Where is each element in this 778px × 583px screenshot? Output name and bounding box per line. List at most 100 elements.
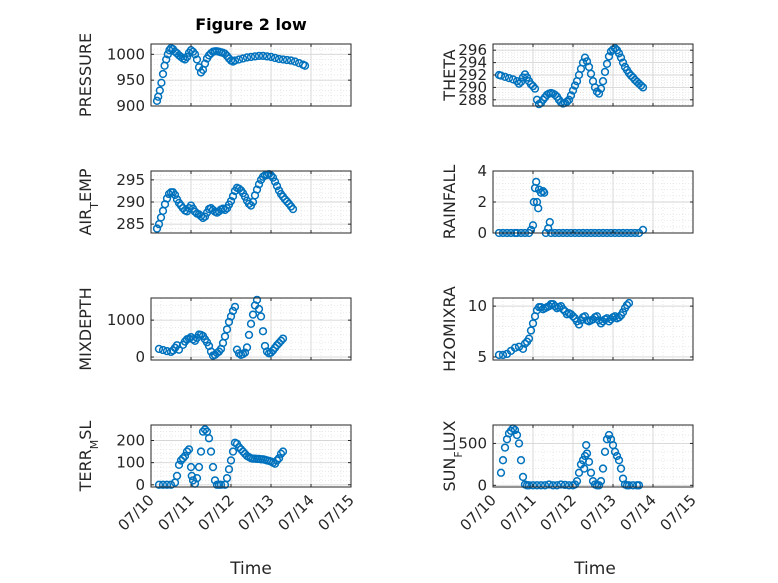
data-point <box>250 52 260 61</box>
data-point <box>272 181 282 191</box>
data-point <box>604 52 614 61</box>
data-point <box>290 57 300 66</box>
y-tick-label: 292 <box>458 66 487 84</box>
data-point <box>562 97 572 106</box>
data-point <box>226 196 236 206</box>
data-point <box>262 52 272 61</box>
data-point <box>498 456 508 465</box>
y-tick-label: 0 <box>135 348 145 366</box>
data-point <box>252 185 262 194</box>
y-tick-label: 285 <box>116 215 145 233</box>
data-point <box>529 197 538 207</box>
data-point <box>276 336 286 345</box>
data-point <box>524 481 534 490</box>
data-point <box>498 350 508 360</box>
data-point <box>204 434 214 443</box>
y-tick-label: 500 <box>458 434 487 452</box>
data-point <box>230 56 240 65</box>
y-tick-label: 1000 <box>107 311 145 329</box>
data-point <box>568 86 578 95</box>
figure-title: Figure 2 low <box>195 15 307 34</box>
data-point <box>174 345 184 354</box>
y-tick-label: 2 <box>477 193 487 211</box>
data-point <box>228 447 238 456</box>
data-point <box>158 345 168 355</box>
data-point <box>594 89 604 98</box>
data-point <box>596 84 606 93</box>
data-point <box>584 457 594 467</box>
y-tick-label: 0 <box>477 476 487 494</box>
data-point <box>154 480 164 489</box>
data-point <box>618 308 628 317</box>
data-point <box>157 78 166 87</box>
data-point <box>496 71 506 80</box>
data-point <box>540 481 550 490</box>
y-tick-label: 4 <box>477 162 487 180</box>
data-point <box>182 447 192 456</box>
data-point <box>500 443 510 452</box>
data-point <box>200 212 210 221</box>
data-point <box>258 51 268 61</box>
data-point <box>182 52 192 62</box>
series-mixdepth <box>154 295 288 360</box>
y-tick-label: 900 <box>116 97 145 115</box>
data-point <box>544 301 554 311</box>
data-point <box>155 86 164 95</box>
data-point <box>582 449 592 458</box>
series-pressure <box>152 43 310 105</box>
data-point <box>276 449 286 458</box>
y-tick-label: 10 <box>468 297 487 315</box>
data-point <box>266 52 276 62</box>
data-point <box>240 348 250 357</box>
data-point <box>526 326 536 335</box>
y-axis-label-sun-flux: SUNFLUX <box>440 420 465 491</box>
data-point <box>592 312 602 321</box>
data-point <box>186 462 196 472</box>
data-point <box>580 312 590 321</box>
data-point <box>226 456 236 465</box>
data-point <box>622 300 632 310</box>
y-tick-label: 1000 <box>107 45 145 63</box>
y-tick-label: 290 <box>116 193 145 211</box>
data-point <box>246 319 256 328</box>
data-point <box>190 50 200 59</box>
data-point <box>165 46 174 55</box>
data-point <box>578 58 588 67</box>
y-tick-label: 290 <box>458 78 487 96</box>
y-axis-label-h2omixra: H2OMIXRA <box>440 286 459 372</box>
data-point <box>192 473 202 483</box>
data-point <box>240 192 250 201</box>
panel-air-temp: 285 290 295 AIRTEMP <box>76 168 352 236</box>
y-tick-label: 288 <box>458 91 487 109</box>
panel-h2omixra: 5 10 H2OMIXRA <box>440 286 694 372</box>
data-point <box>220 49 230 58</box>
data-point <box>274 454 284 463</box>
panel-rainfall: 0 2 4 RAINFALL <box>440 162 694 242</box>
data-point <box>152 96 162 105</box>
data-point <box>536 188 546 197</box>
data-point <box>272 456 282 465</box>
series-theta <box>494 44 648 109</box>
axes-box-terr-msl <box>150 424 352 488</box>
data-point <box>196 447 206 456</box>
data-point <box>634 481 644 490</box>
axes-box-h2omixra <box>492 297 694 361</box>
data-point <box>242 343 252 352</box>
data-point <box>528 221 538 230</box>
data-point <box>278 334 288 343</box>
data-point <box>206 447 216 456</box>
data-point <box>268 173 278 182</box>
data-point <box>158 480 168 489</box>
data-point <box>512 430 522 440</box>
data-point <box>518 344 528 353</box>
x-axis-label-left: Time <box>229 559 272 579</box>
data-point <box>170 190 180 200</box>
data-point <box>152 224 162 233</box>
data-point <box>234 55 244 64</box>
y-tick-label: 5 <box>477 348 487 366</box>
data-point <box>174 460 184 470</box>
data-point <box>610 44 620 53</box>
series-sun-flux <box>496 424 644 490</box>
y-axis-label-terr-msl: TERRMSL <box>76 421 101 493</box>
data-point <box>496 468 506 477</box>
